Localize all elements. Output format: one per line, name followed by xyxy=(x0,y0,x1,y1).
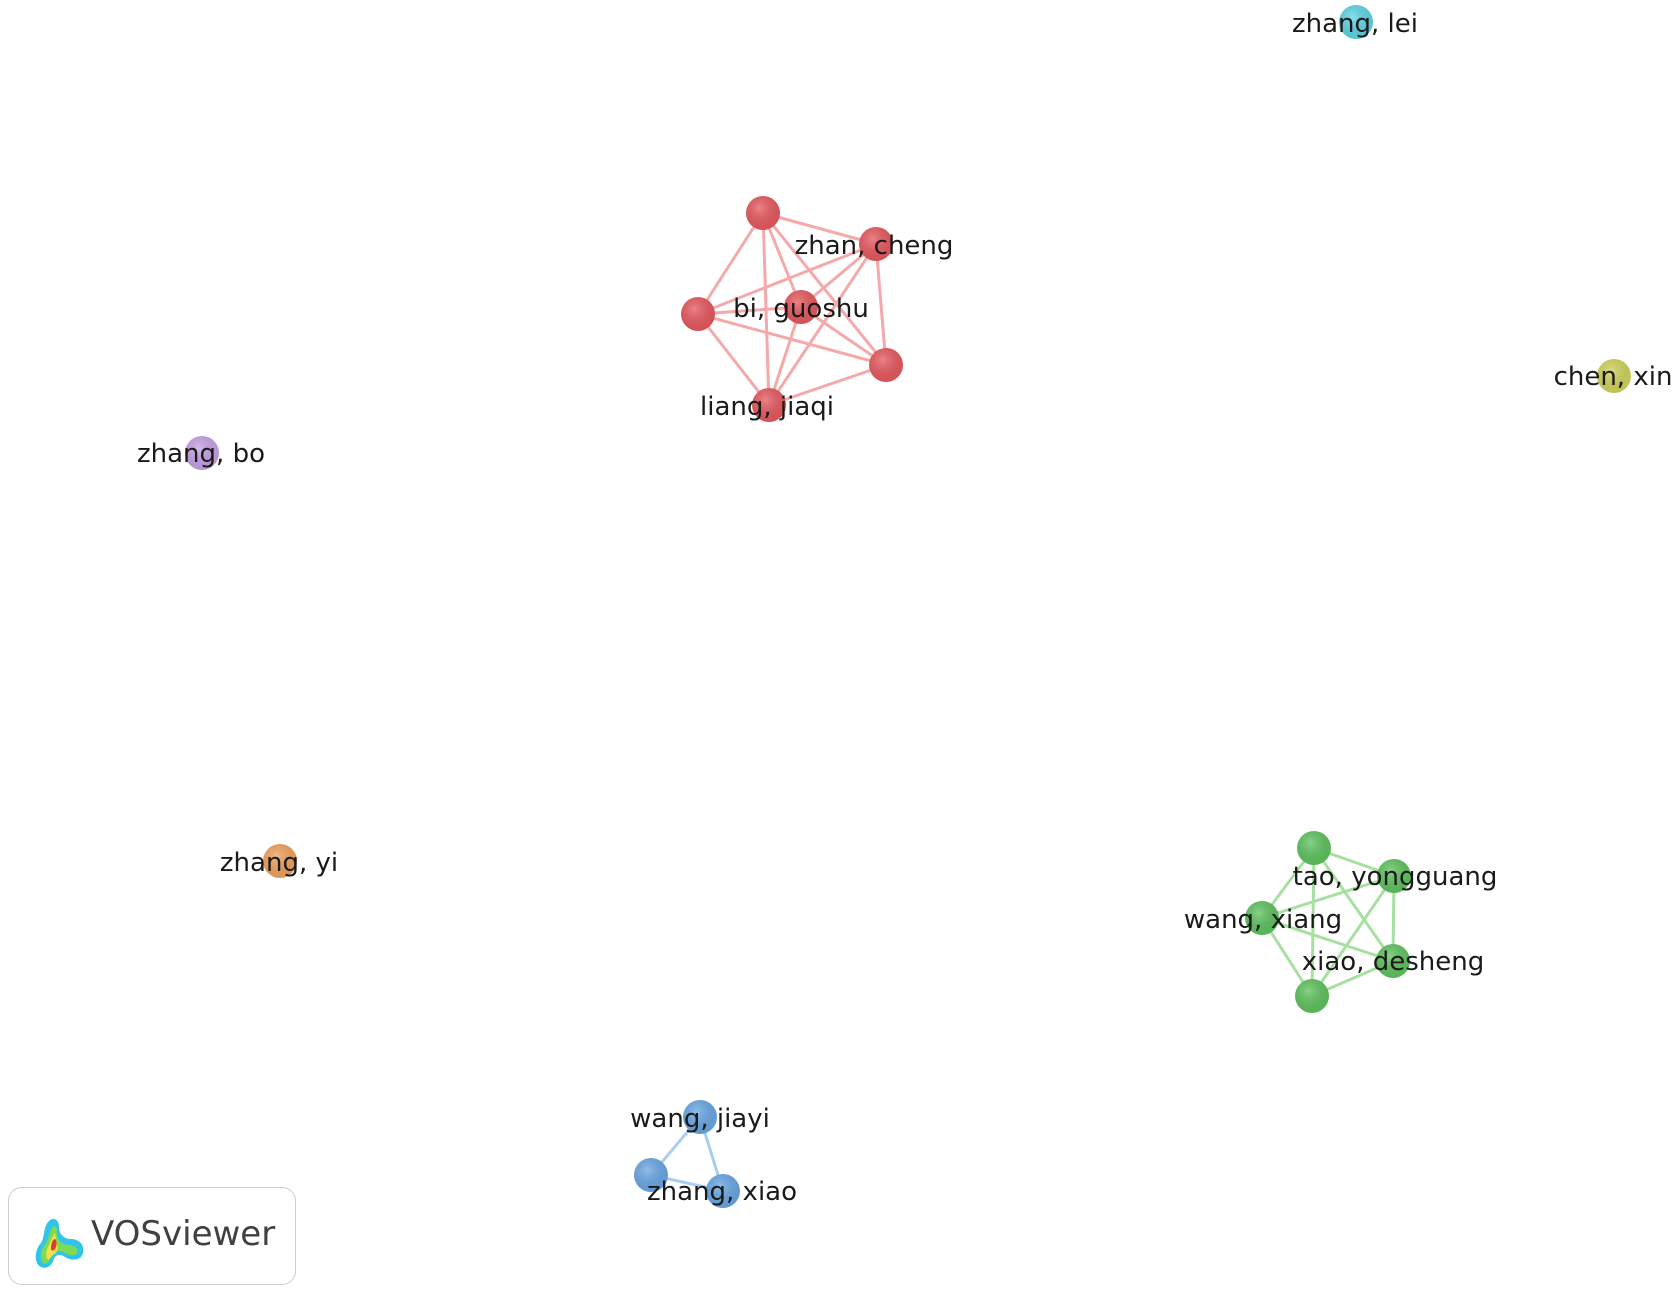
node-zhang-yi[interactable] xyxy=(263,844,297,878)
link-bi-guoshu-liang-jiaqi xyxy=(767,305,803,407)
node-wang-xiang[interactable] xyxy=(1245,901,1279,935)
node-label-liang-jiaqi: liang, jiaqi xyxy=(700,392,834,422)
link-zhan-cheng-r4 xyxy=(696,242,878,316)
node-bi-guoshu[interactable] xyxy=(784,290,818,324)
link-r4-r5 xyxy=(696,312,888,367)
node-zhang-xiao[interactable] xyxy=(706,1174,740,1208)
node-g5[interactable] xyxy=(1295,979,1329,1013)
node-shade xyxy=(746,196,780,230)
link-r5-liang-jiaqi xyxy=(767,363,888,407)
node-label-chen-xin: chen, xin xyxy=(1554,362,1673,392)
node-chen-xin[interactable] xyxy=(1597,359,1631,393)
node-shade xyxy=(1245,901,1279,935)
link-g1-xiao-desheng xyxy=(1312,846,1395,963)
node-label-zhang-xiao: zhang, xiao xyxy=(647,1177,797,1207)
node-label-xiao-desheng: xiao, desheng xyxy=(1302,947,1484,977)
node-shade xyxy=(263,844,297,878)
node-shade xyxy=(1339,5,1373,39)
node-shade xyxy=(1376,944,1410,978)
link-g1-g5 xyxy=(1310,846,1316,998)
node-b2[interactable] xyxy=(634,1158,668,1192)
vosviewer-logo-text: VOSviewer xyxy=(91,1214,276,1254)
node-label-tao-yongguang: tao, yongguang xyxy=(1293,862,1498,892)
nodes-layer xyxy=(185,5,1631,1208)
link-r1-r4 xyxy=(696,211,765,316)
node-liang-jiaqi[interactable] xyxy=(752,388,786,422)
node-shade xyxy=(706,1174,740,1208)
node-shade xyxy=(1377,859,1411,893)
node-wang-jiayi[interactable] xyxy=(683,1100,717,1134)
node-shade xyxy=(185,436,219,470)
node-shade xyxy=(1297,831,1331,865)
node-g1[interactable] xyxy=(1297,831,1331,865)
node-label-bi-guoshu: bi, guoshu xyxy=(733,294,869,324)
node-label-zhang-lei: zhang, lei xyxy=(1292,9,1418,39)
node-r1[interactable] xyxy=(746,196,780,230)
node-tao-yongguang[interactable] xyxy=(1377,859,1411,893)
node-zhang-lei[interactable] xyxy=(1339,5,1373,39)
node-label-zhang-bo: zhang, bo xyxy=(137,439,265,469)
node-shade xyxy=(1597,359,1631,393)
link-tao-yongguang-wang-xiang xyxy=(1260,874,1396,920)
link-bi-guoshu-r4 xyxy=(696,305,803,316)
node-shade xyxy=(681,297,715,331)
node-shade xyxy=(869,348,903,382)
node-shade xyxy=(784,290,818,324)
node-shade xyxy=(683,1100,717,1134)
link-tao-yongguang-g5 xyxy=(1310,874,1396,998)
node-xiao-desheng[interactable] xyxy=(1376,944,1410,978)
node-shade xyxy=(859,227,893,261)
node-label-zhang-yi: zhang, yi xyxy=(220,848,338,878)
node-label-wang-xiang: wang, xiang xyxy=(1184,905,1342,935)
node-label-zhan-cheng: zhan, cheng xyxy=(795,231,954,261)
node-shade xyxy=(1295,979,1329,1013)
node-r4[interactable] xyxy=(681,297,715,331)
link-wang-xiang-xiao-desheng xyxy=(1260,916,1395,963)
node-zhan-cheng[interactable] xyxy=(859,227,893,261)
labels-layer: zhan, cheng bi, guoshu liang, jiaqi tao, yo… xyxy=(137,9,1672,1207)
link-zhan-cheng-r5 xyxy=(874,242,888,367)
edges-layer xyxy=(649,211,1396,1193)
link-r4-liang-jiaqi xyxy=(696,312,771,407)
node-zhang-bo[interactable] xyxy=(185,436,219,470)
vosviewer-logo-icon xyxy=(35,1219,84,1268)
node-r5[interactable] xyxy=(869,348,903,382)
link-zhan-cheng-liang-jiaqi xyxy=(767,242,878,407)
vosviewer-logo-badge: VOSviewer xyxy=(8,1187,296,1285)
link-bi-guoshu-r5 xyxy=(799,305,888,367)
node-shade xyxy=(752,388,786,422)
node-shade xyxy=(634,1158,668,1192)
link-r1-zhan-cheng xyxy=(761,211,878,246)
node-label-wang-jiayi: wang, jiayi xyxy=(630,1104,770,1134)
